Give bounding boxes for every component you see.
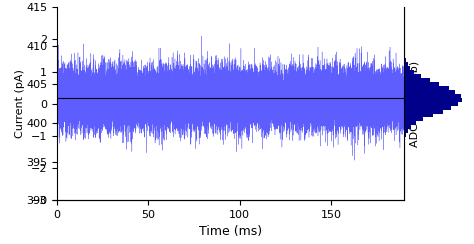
- Bar: [404, 113, 433, 117]
- Bar: [404, 133, 406, 137]
- Bar: [404, 137, 405, 141]
- Bar: [404, 106, 451, 110]
- Bar: [404, 59, 406, 62]
- Y-axis label: Current (pA): Current (pA): [15, 69, 25, 138]
- Bar: [404, 82, 439, 86]
- Bar: [404, 122, 416, 125]
- Bar: [404, 98, 462, 102]
- Bar: [404, 74, 421, 78]
- Bar: [404, 110, 443, 113]
- Bar: [404, 62, 408, 66]
- Bar: [404, 54, 405, 59]
- Bar: [404, 90, 455, 94]
- Bar: [404, 86, 449, 90]
- Bar: [404, 78, 430, 82]
- Y-axis label: ADC value (lsb): ADC value (lsb): [410, 61, 420, 147]
- X-axis label: Time (ms): Time (ms): [199, 225, 262, 238]
- Bar: [404, 117, 423, 122]
- Bar: [404, 94, 461, 98]
- Bar: [404, 102, 457, 106]
- Bar: [404, 125, 411, 129]
- Bar: [404, 129, 408, 133]
- Bar: [404, 66, 410, 70]
- Bar: [404, 70, 414, 74]
